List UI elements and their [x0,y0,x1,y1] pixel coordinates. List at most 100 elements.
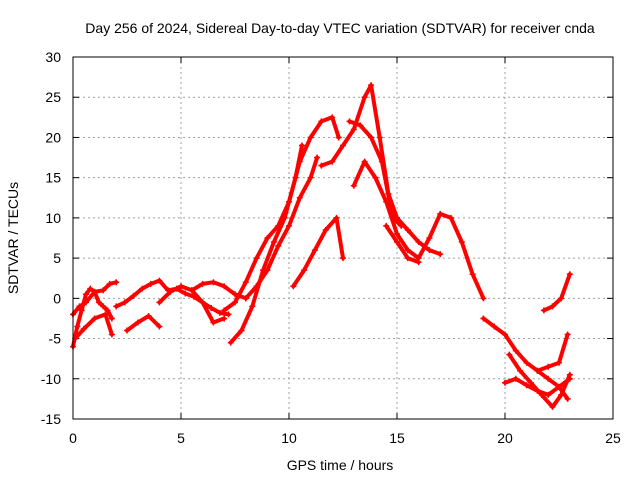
data-point-marker [238,327,245,334]
y-tick-label: -15 [41,411,61,427]
data-point-marker [394,214,400,221]
data-point-marker [74,323,81,330]
data-point-marker [91,315,98,322]
data-point-marker [491,323,498,330]
data-point-marker [232,291,238,298]
data-point-marker [415,239,422,246]
data-point-marker [253,255,260,262]
data-point-marker [156,323,163,330]
data-point-marker [335,134,342,141]
data-point-marker [426,235,433,241]
data-point-marker [549,303,556,310]
y-tick-label: 10 [45,210,61,226]
data-point-marker [376,134,383,141]
data-point-marker [404,247,411,254]
data-point-marker [221,283,228,290]
data-point-marker [188,287,195,294]
data-point-marker [156,299,163,306]
series-track-5 [124,313,163,334]
data-point-marker [264,235,271,241]
y-tick-label: 0 [53,290,61,306]
data-point-marker [566,375,573,382]
data-point-marker [383,198,390,205]
data-point-marker [437,210,444,217]
data-point-marker [147,280,154,287]
data-point-marker [145,313,152,320]
series-track-9 [227,142,305,346]
data-point-marker [394,230,400,237]
data-point-marker [318,118,325,125]
data-point-marker [415,259,422,266]
data-point-marker [121,299,128,306]
series-track-14 [350,158,487,302]
series-track-10 [242,154,321,302]
series-line [384,223,421,265]
data-point-marker [221,307,228,314]
data-point-marker [517,367,524,374]
data-point-marker [372,174,379,181]
data-point-marker [221,315,228,322]
x-tick-label: 10 [281,430,297,446]
data-point-marker [534,367,541,374]
data-point-marker [564,331,571,338]
y-tick-label: 30 [45,49,61,65]
data-point-marker [545,363,552,370]
data-point-marker [329,158,336,165]
data-point-marker [216,309,223,316]
data-point-marker [113,303,120,310]
y-tick-label: 5 [53,250,61,266]
data-point-marker [545,375,552,382]
series-track-1 [70,285,115,350]
x-tick-label: 25 [605,430,621,446]
series-track-18 [506,351,573,410]
x-tick-label: 0 [69,430,77,446]
data-point-marker [361,94,368,101]
data-point-marker [80,325,87,332]
data-point-marker [426,247,433,254]
x-tick-label: 5 [177,430,185,446]
series-track-11 [290,214,346,290]
data-point-marker [82,299,89,306]
series-line [71,286,114,349]
data-point-marker [350,182,357,189]
data-point-marker [566,271,573,278]
data-point-marker [76,303,83,310]
data-point-marker [113,279,120,286]
data-point-marker [549,403,556,410]
data-point-marker [322,226,329,233]
data-point-marker [404,226,411,233]
data-point-marker [333,214,340,221]
y-tick-label: 20 [45,129,61,145]
data-point-marker [383,222,390,229]
data-point-marker [480,315,487,322]
data-point-marker [286,222,292,229]
data-point-marker [523,382,530,389]
series-line [535,368,570,401]
data-point-marker [91,288,98,295]
y-tick-label: -5 [49,331,62,347]
data-point-marker [361,158,368,165]
data-point-marker [480,295,487,302]
data-point-marker [314,154,321,161]
data-point-marker [102,311,109,318]
data-point-marker [404,255,411,262]
x-axis-label: GPS time / hours [287,457,394,473]
y-tick-label: 15 [45,170,61,186]
data-point-marker [253,283,260,290]
series-track-15 [394,214,444,258]
data-point-marker [556,359,562,366]
data-point-marker [82,291,89,298]
series-track-21 [540,271,573,314]
data-point-marker [242,295,249,302]
plot-frame [72,56,614,420]
data-point-marker [545,391,552,398]
data-point-marker [104,307,111,314]
data-point-marker [199,280,206,287]
data-point-marker [512,375,519,382]
data-point-marker [469,271,476,278]
data-point-marker [512,347,519,354]
data-point-marker [307,174,314,181]
data-point-marker [540,307,547,314]
x-tick-label: 20 [497,430,513,446]
